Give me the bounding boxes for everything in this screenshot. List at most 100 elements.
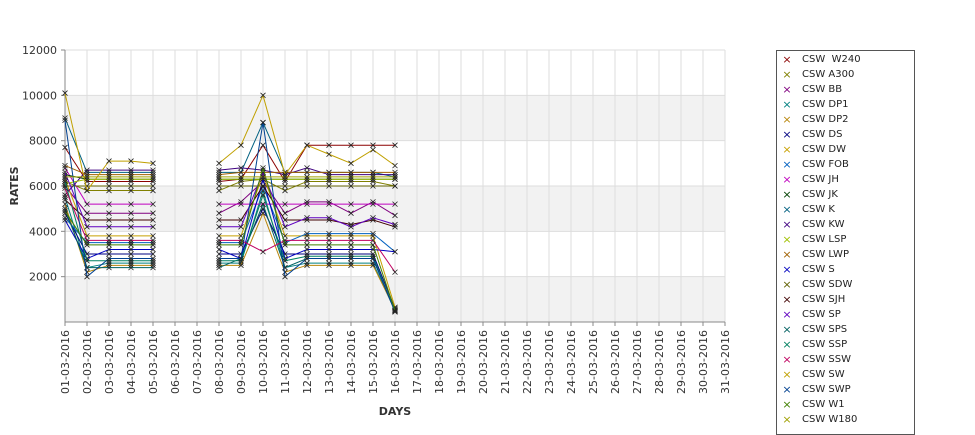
legend-item: × CSW DS [777,128,914,143]
data-point [216,233,222,239]
data-point [392,212,398,219]
data-point [128,187,134,194]
data-point [128,210,134,216]
data-point [304,251,310,257]
legend-label: CSW SW [802,369,845,380]
data-point [282,183,288,189]
legend-item: × CSW SP [777,308,914,323]
y-tick-label: 2000 [29,271,57,284]
x-tick-label: 28-03-2016 [653,330,666,394]
data-point [150,210,156,216]
data-point [62,210,68,216]
data-point [326,230,332,237]
data-point [128,158,134,164]
data-point [150,171,156,178]
data-point [304,165,310,171]
data-point [370,255,376,262]
data-point [84,269,90,275]
series-csw-kw [62,165,398,198]
x-tick-label: 11-03-2016 [279,330,292,394]
data-point [128,258,134,264]
x-tick-label: 15-03-2016 [367,330,380,394]
data-point [304,199,310,205]
legend-label: CSW W1 [802,399,845,410]
legend-marker-icon: × [782,308,792,321]
legend-item: × CSW DP1 [777,98,914,113]
x-tick-label: 18-03-2016 [433,330,446,394]
data-point [370,146,376,153]
x-tick-label: 31-03-2016 [719,330,732,394]
data-point [150,174,156,180]
data-point [62,90,68,96]
legend-label: CSW BB [802,84,843,95]
data-point [282,201,288,207]
data-point [150,178,156,185]
data-point [62,185,68,192]
data-point [282,187,288,194]
legend-item: × CSW K [777,203,914,218]
legend-item: × CSW SWP [777,383,914,398]
legend-item: × CSW SDW [777,278,914,293]
data-point [216,178,222,185]
data-point [62,196,68,203]
x-tick-label: 29-03-2016 [675,330,688,394]
x-tick-label: 22-03-2016 [521,330,534,394]
data-point [216,167,222,173]
data-point [216,239,222,246]
data-point [348,169,354,176]
data-point [370,230,376,237]
series-csw-w180 [62,174,398,180]
data-point [84,224,90,230]
data-point [106,262,112,269]
data-point [304,230,310,237]
data-point [304,169,310,176]
data-point [106,174,112,180]
data-point [304,214,310,221]
legend-marker-icon: × [782,368,792,381]
legend-marker-icon: × [782,188,792,201]
data-point [84,273,90,280]
legend-label: CSW S [802,264,835,275]
x-tick-label: 24-03-2016 [565,330,578,394]
data-point [238,201,244,207]
data-point [62,205,68,212]
legend-label: CSW KW [802,219,845,230]
data-point [106,246,112,253]
legend-label: CSW A300 [802,69,855,80]
data-point [150,242,156,248]
data-point [106,158,112,164]
y-tick-label: 4000 [29,225,57,238]
data-point [84,210,90,216]
legend-item: × CSW S [777,263,914,278]
data-point [238,165,244,171]
data-point [216,210,222,216]
data-point [62,201,68,207]
x-tick-label: 19-03-2016 [455,330,468,394]
legend-marker-icon: × [782,338,792,351]
data-point [304,142,310,148]
data-point [348,255,354,262]
data-point [370,142,376,148]
series-csw-bb [62,178,398,219]
data-point [216,237,222,244]
data-point [84,201,90,207]
legend-label: CSW W180 [802,414,858,425]
legend-label: CSW DS [802,129,843,140]
series-csw-swp [62,117,398,315]
data-point [106,224,112,230]
x-tick-label: 02-03-2016 [81,330,94,394]
data-point [150,255,156,262]
legend-item: × CSW DW [777,143,914,158]
data-point [150,183,156,189]
data-point [282,178,288,185]
legend-label: CSW W240 [802,54,861,65]
x-tick-label: 13-03-2016 [323,330,336,394]
legend-marker-icon: × [782,83,792,96]
data-point [84,255,90,262]
data-point [326,142,332,148]
data-point [216,242,222,248]
data-point [106,178,112,185]
data-point [128,242,134,248]
data-point [128,246,134,253]
data-point [150,260,156,266]
